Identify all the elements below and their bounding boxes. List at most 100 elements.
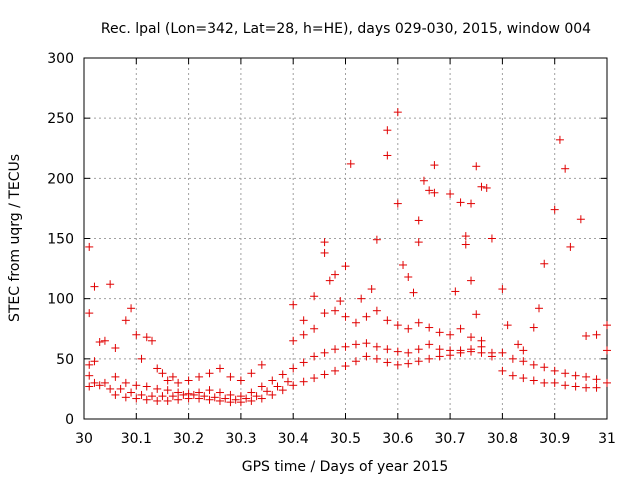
data-point xyxy=(325,276,334,285)
data-point xyxy=(205,395,214,404)
data-point xyxy=(351,357,360,366)
data-point xyxy=(247,369,256,378)
data-point xyxy=(90,357,99,366)
data-point xyxy=(446,330,455,339)
data-point xyxy=(456,348,465,357)
data-point xyxy=(414,238,423,247)
x-tick-label: 30 xyxy=(75,431,93,447)
data-point xyxy=(231,395,240,404)
data-point xyxy=(299,330,308,339)
data-point xyxy=(95,381,104,390)
data-point xyxy=(456,198,465,207)
data-point xyxy=(367,285,376,294)
data-point xyxy=(278,370,287,379)
data-point xyxy=(247,388,256,397)
data-point xyxy=(576,215,585,224)
data-point xyxy=(336,297,345,306)
data-point xyxy=(487,234,496,243)
data-point xyxy=(106,384,115,393)
data-point xyxy=(529,360,538,369)
data-point xyxy=(351,340,360,349)
data-point xyxy=(299,358,308,367)
data-point xyxy=(215,388,224,397)
data-point xyxy=(310,352,319,361)
data-point xyxy=(236,392,245,401)
data-point xyxy=(508,354,517,363)
data-point xyxy=(189,390,198,399)
data-point xyxy=(592,375,601,384)
data-point xyxy=(550,378,559,387)
data-point xyxy=(346,159,355,168)
data-point xyxy=(184,389,193,398)
data-points xyxy=(85,108,611,407)
data-point xyxy=(435,352,444,361)
data-point xyxy=(174,388,183,397)
data-point xyxy=(561,164,570,173)
data-point xyxy=(90,378,99,387)
data-point xyxy=(446,189,455,198)
data-point xyxy=(467,276,476,285)
data-point xyxy=(158,392,167,401)
data-point xyxy=(184,376,193,385)
y-axis-label: STEC from uqrg / TECUs xyxy=(7,154,23,322)
x-tick-label: 30.5 xyxy=(330,431,361,447)
data-point xyxy=(121,393,130,402)
data-point xyxy=(205,369,214,378)
axis-ticks: 30 30.1 30.2 30.3 30.4 30.5 30.6 30.7 30.8 30.9 31… xyxy=(47,51,616,447)
data-point xyxy=(582,331,591,340)
x-tick-label: 30.3 xyxy=(225,431,256,447)
data-point xyxy=(425,354,434,363)
data-point xyxy=(393,347,402,356)
data-point xyxy=(163,376,172,385)
data-point xyxy=(561,381,570,390)
x-tick-label: 30.2 xyxy=(173,431,204,447)
data-point xyxy=(372,306,381,315)
data-point xyxy=(273,382,282,391)
data-point xyxy=(430,188,439,197)
data-point xyxy=(147,392,156,401)
data-point xyxy=(582,383,591,392)
data-point xyxy=(278,386,287,395)
data-point xyxy=(404,359,413,368)
y-tick-label: 50 xyxy=(56,352,74,368)
x-tick-label: 30.9 xyxy=(539,431,570,447)
data-point xyxy=(106,280,115,289)
data-point xyxy=(467,199,476,208)
data-point xyxy=(603,321,611,330)
data-point xyxy=(362,312,371,321)
data-point xyxy=(383,151,392,160)
x-tick-label: 30.8 xyxy=(487,431,518,447)
data-point xyxy=(200,392,209,401)
data-point xyxy=(320,238,329,247)
data-point xyxy=(85,309,94,318)
data-point xyxy=(461,240,470,249)
data-point xyxy=(383,358,392,367)
data-point xyxy=(331,345,340,354)
data-point xyxy=(174,395,183,404)
data-point xyxy=(268,390,277,399)
data-point xyxy=(289,381,298,390)
data-point xyxy=(383,126,392,135)
data-point xyxy=(226,398,235,407)
data-point xyxy=(341,362,350,371)
data-point xyxy=(535,304,544,313)
data-point xyxy=(393,360,402,369)
data-point xyxy=(121,378,130,387)
y-tick-label: 200 xyxy=(47,171,74,187)
data-point xyxy=(561,369,570,378)
data-point xyxy=(404,273,413,282)
data-point xyxy=(132,330,141,339)
data-point xyxy=(467,333,476,342)
data-point xyxy=(603,346,611,355)
data-point xyxy=(498,366,507,375)
x-axis-label: GPS time / Days of year 2015 xyxy=(242,459,449,475)
data-point xyxy=(320,348,329,357)
data-point xyxy=(472,162,481,171)
data-point xyxy=(498,285,507,294)
data-point xyxy=(519,374,528,383)
data-point xyxy=(372,342,381,351)
data-point xyxy=(111,372,120,381)
data-point xyxy=(404,324,413,333)
data-point xyxy=(503,321,512,330)
